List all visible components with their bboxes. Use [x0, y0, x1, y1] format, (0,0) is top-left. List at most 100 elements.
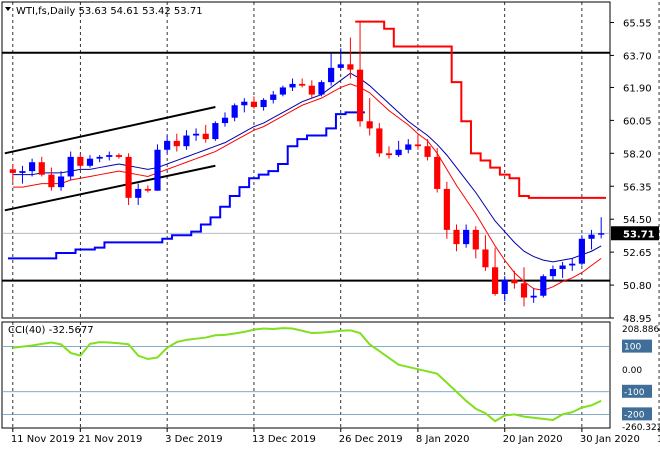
candle-body	[511, 279, 518, 284]
cci-title: CCI(40) -32.5677	[8, 325, 94, 336]
candle-body	[9, 169, 16, 173]
y-tick-label: 52.65	[623, 248, 652, 259]
candle-body	[405, 144, 412, 150]
candle-body	[77, 156, 84, 166]
candle-body	[598, 233, 605, 235]
candle-body	[482, 249, 489, 268]
y-tick-label: 58.20	[623, 149, 652, 160]
candle-body	[569, 263, 576, 266]
cci-y-label: -260.322	[622, 423, 660, 433]
x-tick-label: 30 Jan 2020	[580, 434, 640, 445]
candle-body	[270, 94, 277, 100]
candle-body	[308, 85, 315, 95]
candle-body	[221, 117, 229, 124]
candle-body	[279, 87, 286, 95]
candle-body	[241, 101, 248, 106]
cci-level-badge	[622, 384, 652, 398]
candle-body	[19, 171, 26, 173]
candle-body	[192, 133, 200, 136]
candle-body	[231, 105, 238, 118]
trend-channel-line	[4, 164, 216, 212]
trend-channel-line	[4, 106, 216, 155]
cci-frame	[1, 321, 611, 429]
candle-body	[135, 188, 142, 198]
price-panel-title: WTI,fs,Daily 53.63 54.61 53.42 53.71	[16, 6, 203, 17]
candle-body	[491, 267, 499, 294]
candle-body	[106, 155, 113, 157]
candle-body	[183, 135, 190, 147]
candle-body	[125, 156, 132, 198]
candle-body	[472, 229, 479, 250]
candle-body	[260, 99, 267, 108]
candle-body	[289, 83, 296, 88]
candle-body	[48, 174, 55, 188]
candle-body	[328, 67, 335, 83]
x-tick-label: 3 Dec 2019	[165, 434, 223, 445]
candle-body	[144, 188, 151, 191]
candle-body	[559, 265, 566, 270]
candle-body	[434, 156, 441, 189]
candle-body	[57, 176, 65, 188]
x-tick-label: 13 Dec 2019	[252, 434, 316, 445]
cci-y-label: 208.8864	[622, 325, 660, 335]
x-tick-label: 11 Feb 2020	[657, 434, 660, 445]
collapse-icon[interactable]	[5, 7, 11, 11]
x-tick-label: 11 Nov 2019	[11, 434, 75, 445]
x-tick-label: 8 Jan 2020	[416, 434, 470, 445]
cci-level-badge-text: 100	[624, 343, 641, 353]
cci-level-badge	[622, 407, 652, 421]
x-tick-label: 21 Nov 2019	[78, 434, 142, 445]
last-price-label: 53.71	[623, 229, 655, 240]
candle-body	[347, 64, 354, 70]
candle-body	[366, 121, 373, 129]
candle-body	[540, 276, 547, 296]
price-frame	[1, 1, 611, 319]
cci-level-badge-text: -100	[624, 388, 645, 398]
cci-panel[interactable]: 208.88641000.00-100-200-260.322100-100-2…	[1, 321, 660, 433]
candle-body	[38, 162, 45, 175]
candle-body	[318, 82, 325, 95]
candle-body	[453, 229, 460, 245]
y-tick-label: 54.50	[623, 215, 652, 226]
candle-body	[549, 269, 557, 277]
cci-line	[12, 327, 602, 423]
y-tick-label: 56.35	[623, 182, 652, 193]
y-tick-label: 65.55	[623, 18, 652, 29]
last-price-badge	[611, 226, 659, 241]
moving-average-line	[12, 83, 602, 291]
candle-body	[385, 153, 393, 156]
candle-body	[376, 128, 383, 154]
y-tick-label: 60.05	[623, 116, 652, 127]
candle-body	[501, 279, 508, 294]
candle-body	[424, 146, 431, 157]
candle-body	[463, 229, 470, 245]
x-tick-label: 26 Dec 2019	[339, 434, 403, 445]
candle-body	[115, 155, 123, 157]
price-panel[interactable]: 65.55 63.70 61.90 60.05 58.20 56.35 54.50 52.65…	[1, 1, 660, 325]
candle-body	[395, 149, 402, 156]
candle-body	[578, 238, 585, 264]
candle-body	[588, 234, 595, 239]
candle-body	[443, 188, 450, 230]
candle-body	[173, 140, 180, 147]
candle-body	[337, 64, 344, 68]
y-tick-label: 48.95	[623, 314, 652, 325]
y-tick-label: 63.70	[623, 51, 652, 62]
candle-body	[356, 69, 364, 122]
candle-body	[520, 283, 528, 298]
candle-body	[530, 295, 537, 298]
candle-body	[96, 156, 103, 159]
cci-level-badge	[622, 339, 652, 353]
moving-average-line	[12, 72, 602, 263]
cci-y-label: 0.00	[622, 366, 642, 376]
candle-body	[250, 101, 258, 108]
cci-level-badge-text: -200	[624, 410, 645, 420]
candle-body	[86, 158, 94, 166]
x-axis: 11 Nov 2019 21 Nov 2019 3 Dec 2019 13 Dec 2…	[11, 428, 660, 445]
candle-body	[29, 162, 36, 172]
y-tick-label: 61.90	[623, 83, 652, 94]
x-tick-label: 20 Jan 2020	[503, 434, 563, 445]
candle-body	[154, 149, 161, 191]
candle-body	[202, 133, 209, 140]
